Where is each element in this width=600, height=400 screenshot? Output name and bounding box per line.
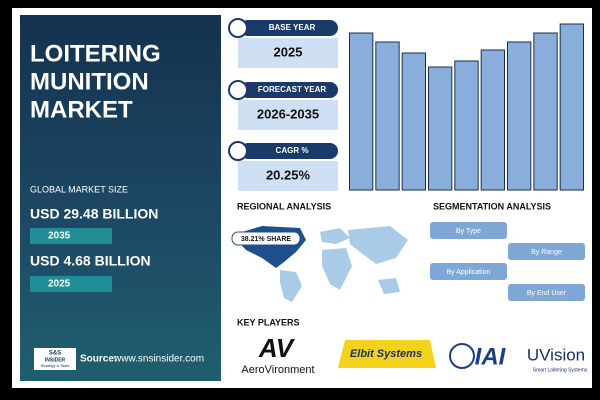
card-value: 2026-2035 bbox=[257, 106, 319, 121]
segment-pill bbox=[430, 222, 507, 239]
share-pill bbox=[231, 231, 301, 246]
europe bbox=[320, 228, 350, 244]
logo-box bbox=[34, 348, 76, 370]
logo-name: UVision bbox=[527, 345, 585, 364]
logo-name: Elbit Systems bbox=[350, 348, 422, 360]
segment-label: By Type bbox=[456, 228, 481, 235]
section-title: REGIONAL ANALYSIS bbox=[237, 201, 331, 211]
base-year: 2025 bbox=[48, 279, 71, 290]
oceania bbox=[378, 278, 400, 294]
market-size-label: GLOBAL MARKET SIZE bbox=[30, 184, 128, 194]
logo-text: INSIDER bbox=[45, 357, 66, 363]
card-icon bbox=[228, 80, 248, 100]
forecast-value: USD 29.48 BILLION bbox=[30, 206, 158, 222]
bar bbox=[507, 41, 532, 191]
section-title: SEGMENTATION ANALYSIS bbox=[433, 201, 551, 211]
card-value: 20.25% bbox=[266, 167, 311, 182]
bar bbox=[533, 32, 558, 191]
section-title: KEY PLAYERS bbox=[237, 317, 300, 327]
card-label: FORECAST YEAR bbox=[258, 85, 327, 94]
bar bbox=[349, 32, 374, 191]
card-value-bg bbox=[238, 161, 338, 191]
iai-emblem bbox=[449, 343, 475, 369]
card-value-bg bbox=[238, 38, 338, 68]
bar bbox=[559, 23, 585, 191]
source-label: Source: bbox=[80, 354, 117, 365]
logo-text: Strategy & Stats bbox=[41, 363, 70, 368]
forecast-year: 2035 bbox=[48, 231, 71, 242]
title-line: MARKET bbox=[30, 96, 133, 123]
base-value: USD 4.68 BILLION bbox=[30, 253, 151, 269]
bar-chart bbox=[349, 23, 585, 191]
segments: By Type By Range By Application By End User bbox=[430, 222, 585, 301]
south-america bbox=[280, 270, 302, 302]
logo-text: S&S bbox=[49, 351, 61, 357]
segment-pill bbox=[430, 263, 507, 280]
segment-pill bbox=[508, 284, 585, 301]
card-label: CAGR % bbox=[276, 146, 309, 155]
year-box bbox=[30, 276, 112, 292]
title-line: LOITERING bbox=[30, 40, 161, 67]
card-label-bg bbox=[240, 143, 338, 159]
bar bbox=[480, 49, 505, 191]
share-label: 38.21% SHARE bbox=[241, 236, 292, 243]
card-value: 2025 bbox=[274, 44, 303, 59]
title-line: MUNITION bbox=[30, 68, 149, 95]
year-box bbox=[30, 228, 112, 244]
segment-label: By Range bbox=[531, 249, 562, 256]
bar bbox=[401, 52, 426, 191]
card-label-bg bbox=[240, 20, 338, 36]
left-panel bbox=[20, 15, 221, 381]
logo-name: IAI bbox=[475, 343, 507, 370]
africa bbox=[322, 248, 352, 290]
segment-pill bbox=[508, 243, 585, 260]
asia bbox=[348, 226, 408, 264]
bar bbox=[428, 66, 453, 191]
card-icon bbox=[228, 141, 248, 161]
logo-name: AeroVironment bbox=[241, 364, 314, 376]
segment-label: By Application bbox=[447, 269, 491, 276]
source-url: www.snsinsider.com bbox=[113, 354, 204, 365]
card-icon bbox=[228, 18, 248, 38]
bar bbox=[375, 41, 400, 191]
logo-mark: AV bbox=[258, 333, 296, 363]
segment-label: By End User bbox=[527, 290, 567, 297]
cards: BASE YEAR 2025 FORECAST YEAR 2026-2035 CAGR … bbox=[228, 18, 338, 191]
bar bbox=[454, 60, 479, 191]
card-label-bg bbox=[240, 82, 338, 98]
elbit-shape bbox=[338, 340, 436, 368]
card-label: BASE YEAR bbox=[269, 23, 316, 32]
card-value-bg bbox=[238, 100, 338, 130]
logo-tagline: Smart Loitering Systems bbox=[533, 367, 588, 373]
